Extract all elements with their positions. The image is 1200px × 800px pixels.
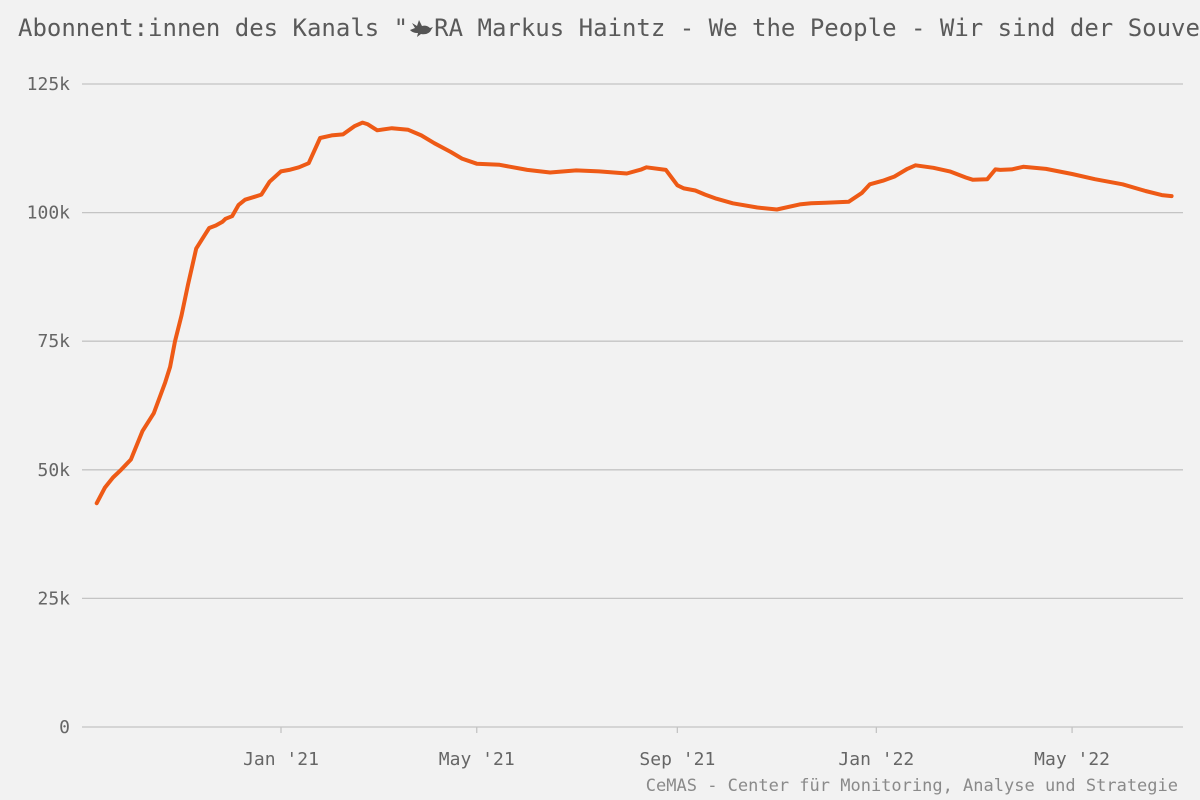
- y-tick-label-2: 50k: [37, 460, 70, 481]
- x-axis-ticks: [280, 727, 1073, 733]
- x-tick-label-0: Jan '21: [243, 749, 319, 770]
- x-axis-labels: Jan '21 May '21 Sep '21 Jan '22 May '22: [243, 749, 1110, 770]
- y-tick-label-3: 75k: [37, 331, 70, 352]
- x-tick-label-3: Jan '22: [838, 749, 914, 770]
- y-tick-label-4: 100k: [27, 203, 71, 224]
- y-tick-label-1: 25k: [37, 588, 70, 609]
- dove-shape: [410, 20, 434, 37]
- chart-title-text: RA Markus Haintz - We the People - Wir s…: [434, 14, 1200, 42]
- chart-title: Abonnent:innen des Kanals " RA Markus Hai…: [18, 14, 1200, 42]
- chart-title-prefix: Abonnent:innen des Kanals ": [18, 14, 409, 42]
- gridlines: [82, 83, 1183, 728]
- y-tick-label-0: 0: [59, 717, 70, 738]
- dove-icon: [410, 20, 434, 37]
- series-layer: [94, 120, 1174, 506]
- y-axis-labels: 0 25k 50k 75k 100k 125k: [27, 74, 71, 738]
- series-line-0: [94, 120, 1174, 506]
- x-tick-label-4: May '22: [1034, 749, 1110, 770]
- x-tick-label-2: Sep '21: [639, 749, 715, 770]
- y-tick-label-5: 125k: [27, 74, 71, 95]
- source-credit: CeMAS - Center für Monitoring, Analyse u…: [645, 776, 1178, 796]
- x-tick-label-1: May '21: [439, 749, 515, 770]
